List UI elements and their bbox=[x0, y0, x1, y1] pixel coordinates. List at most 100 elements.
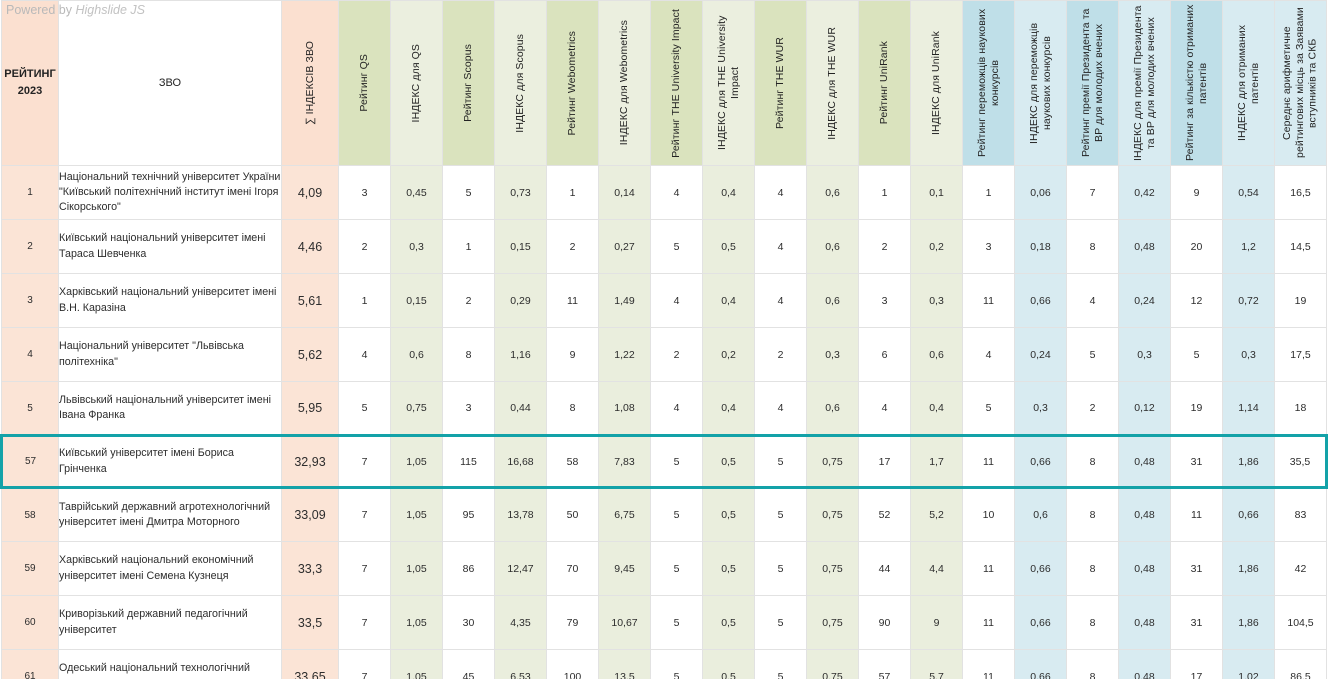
table-row[interactable]: 4 Національний університет "Львівська пол… bbox=[1, 327, 1327, 382]
column-header-13[interactable]: ІНДЕКС для переможців наукових конкурсів bbox=[1014, 0, 1067, 166]
column-header-3[interactable]: ІНДЕКС для Scopus bbox=[494, 0, 547, 166]
column-header-15[interactable]: ІНДЕКС для премії Президента та ВР для м… bbox=[1118, 0, 1171, 166]
cell-value: 9 bbox=[910, 595, 963, 650]
cell-sum-index: 5,62 bbox=[281, 327, 339, 382]
cell-value: 16,68 bbox=[494, 434, 547, 489]
cell-value: 1,05 bbox=[390, 434, 443, 489]
cell-value: 3 bbox=[962, 219, 1015, 274]
cell-value: 5 bbox=[650, 487, 703, 542]
column-header-18[interactable]: Середнє арифметичне рейтингових місць за… bbox=[1274, 0, 1327, 166]
cell-value: 11 bbox=[962, 595, 1015, 650]
table-row[interactable]: 59 Харківський національний економічний у… bbox=[1, 541, 1327, 596]
cell-university-name[interactable]: Криворізький державний педагогічний унів… bbox=[58, 595, 282, 650]
column-header-5[interactable]: ІНДЕКС для Webometrics bbox=[598, 0, 651, 166]
cell-value: 9,45 bbox=[598, 541, 651, 596]
cell-value: 1 bbox=[858, 165, 911, 220]
cell-value: 5 bbox=[650, 219, 703, 274]
cell-value: 8 bbox=[1066, 649, 1119, 679]
cell-value: 5 bbox=[650, 434, 703, 489]
cell-value: 5 bbox=[962, 381, 1015, 436]
cell-value: 0,66 bbox=[1014, 649, 1067, 679]
table-row[interactable]: 2 Київський національний університет імен… bbox=[1, 219, 1327, 274]
cell-university-name[interactable]: Національний університет "Львівська полі… bbox=[58, 327, 282, 382]
column-header-label-17: ІНДЕКС для отриманих патентів bbox=[1235, 24, 1261, 142]
cell-value: 95 bbox=[442, 487, 495, 542]
cell-value: 0,48 bbox=[1118, 595, 1171, 650]
cell-university-name[interactable]: Національний технічний університет Украї… bbox=[58, 165, 282, 220]
column-header-10[interactable]: Рейтинг UniRank bbox=[858, 0, 911, 166]
cell-value: 5 bbox=[754, 649, 807, 679]
cell-value: 0,4 bbox=[702, 381, 755, 436]
cell-value: 0,5 bbox=[702, 219, 755, 274]
cell-value: 0,3 bbox=[1118, 327, 1171, 382]
cell-value: 5 bbox=[442, 165, 495, 220]
column-header-9[interactable]: ІНДЕКС для THE WUR bbox=[806, 0, 859, 166]
cell-university-name[interactable]: Львівський національний університет імен… bbox=[58, 381, 282, 436]
cell-sum-index: 33,5 bbox=[281, 595, 339, 650]
column-header-12[interactable]: Рейтинг переможців наукових конкурсів bbox=[962, 0, 1015, 166]
cell-sum-index: 33,65 bbox=[281, 649, 339, 679]
table-row[interactable]: 5 Львівський національний університет іме… bbox=[1, 381, 1327, 436]
cell-value: 4 bbox=[858, 381, 911, 436]
cell-value: 52 bbox=[858, 487, 911, 542]
cell-value: 7 bbox=[338, 541, 391, 596]
column-header-7[interactable]: ІНДЕКС для THE University Impact bbox=[702, 0, 755, 166]
column-header-sum-index[interactable]: ∑ ІНДЕКСІВ ЗВО bbox=[281, 0, 339, 166]
cell-sum-index: 32,93 bbox=[281, 434, 339, 489]
column-header-8[interactable]: Рейтинг THE WUR bbox=[754, 0, 807, 166]
cell-value: 0,29 bbox=[494, 273, 547, 328]
cell-value: 5 bbox=[650, 649, 703, 679]
column-header-6[interactable]: Рейтинг THE University Impact bbox=[650, 0, 703, 166]
table-row[interactable]: 3 Харківський національний університет ім… bbox=[1, 273, 1327, 328]
column-header-17[interactable]: ІНДЕКС для отриманих патентів bbox=[1222, 0, 1275, 166]
column-header-rank[interactable]: РЕЙТИНГ 2023 bbox=[1, 0, 59, 166]
cell-value: 44 bbox=[858, 541, 911, 596]
column-header-2[interactable]: Рейтинг Scopus bbox=[442, 0, 495, 166]
cell-value: 7 bbox=[1066, 165, 1119, 220]
cell-value: 86 bbox=[442, 541, 495, 596]
column-header-14[interactable]: Рейтинг премії Президента та ВР для моло… bbox=[1066, 0, 1119, 166]
column-header-label-7: ІНДЕКС для THE University Impact bbox=[715, 15, 741, 151]
cell-value: 0,6 bbox=[806, 381, 859, 436]
column-header-university[interactable]: ЗВО bbox=[58, 0, 282, 166]
cell-value: 1 bbox=[338, 273, 391, 328]
cell-university-name[interactable]: Харківський національний університет іме… bbox=[58, 273, 282, 328]
cell-value: 17 bbox=[1170, 649, 1223, 679]
cell-value: 1 bbox=[546, 165, 599, 220]
cell-value: 0,54 bbox=[1222, 165, 1275, 220]
cell-value: 4 bbox=[962, 327, 1015, 382]
cell-value: 1,7 bbox=[910, 434, 963, 489]
column-header-16[interactable]: Рейтинг за кількістю отриманих патентів bbox=[1170, 0, 1223, 166]
cell-value: 1,2 bbox=[1222, 219, 1275, 274]
column-header-0[interactable]: Рейтинг QS bbox=[338, 0, 391, 166]
cell-value: 10,67 bbox=[598, 595, 651, 650]
cell-university-name[interactable]: Харківський національний економічний уні… bbox=[58, 541, 282, 596]
table-row[interactable]: 1 Національний технічний університет Укра… bbox=[1, 165, 1327, 220]
cell-value: 0,5 bbox=[702, 434, 755, 489]
cell-value: 4 bbox=[1066, 273, 1119, 328]
column-header-4[interactable]: Рейтинг Webometrics bbox=[546, 0, 599, 166]
cell-value: 42 bbox=[1274, 541, 1327, 596]
cell-university-name[interactable]: Таврійський державний агротехнологічний … bbox=[58, 487, 282, 542]
cell-value: 2 bbox=[1066, 381, 1119, 436]
table-row[interactable]: 58 Таврійський державний агротехнологічни… bbox=[1, 487, 1327, 542]
cell-value: 1,49 bbox=[598, 273, 651, 328]
cell-university-name[interactable]: Київський національний університет імені… bbox=[58, 219, 282, 274]
cell-value: 5 bbox=[1170, 327, 1223, 382]
column-header-1[interactable]: ІНДЕКС для QS bbox=[390, 0, 443, 166]
cell-value: 0,48 bbox=[1118, 649, 1171, 679]
cell-value: 1,86 bbox=[1222, 595, 1275, 650]
cell-value: 0,66 bbox=[1014, 434, 1067, 489]
cell-value: 11 bbox=[1170, 487, 1223, 542]
cell-university-name[interactable]: Київський університет імені Бориса Грінч… bbox=[58, 434, 282, 489]
table-row[interactable]: 57 Київський університет імені Бориса Грі… bbox=[0, 434, 1328, 489]
cell-value: 0,27 bbox=[598, 219, 651, 274]
column-header-label-1: ІНДЕКС для QS bbox=[410, 43, 423, 123]
column-header-label-16: Рейтинг за кількістю отриманих патентів bbox=[1183, 4, 1209, 162]
cell-value: 6,53 bbox=[494, 649, 547, 679]
header-row: РЕЙТИНГ 2023 ЗВО ∑ ІНДЕКСІВ ЗВО Рейтинг … bbox=[1, 0, 1327, 166]
table-row[interactable]: 60 Криворізький державний педагогічний ун… bbox=[1, 595, 1327, 650]
cell-university-name[interactable]: Одеський національний технологічний унів… bbox=[58, 649, 282, 679]
column-header-11[interactable]: ІНДЕКС для UniRank bbox=[910, 0, 963, 166]
